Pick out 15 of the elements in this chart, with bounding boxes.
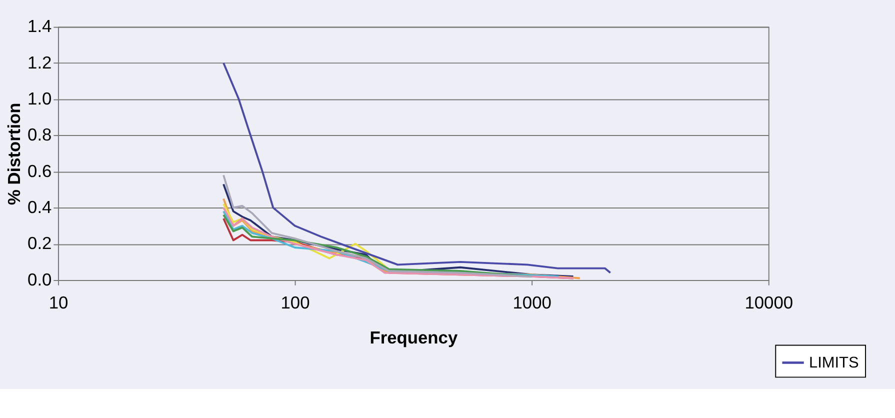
y-tick-label: 1.0: [28, 88, 52, 108]
y-tick-label: 1.2: [28, 52, 52, 72]
x-tick-label: 100: [280, 292, 310, 313]
legend-label: LIMITS: [808, 354, 859, 372]
x-axis-title: Frequency: [370, 327, 458, 348]
y-tick-label: 0.4: [28, 197, 52, 217]
y-tick-label: 0.0: [28, 269, 52, 290]
y-tick-label: 0.2: [28, 233, 52, 254]
y-tick-label: 0.6: [28, 160, 52, 181]
y-tick-label: 1.4: [28, 16, 52, 36]
y-axis-title: % Distortion: [4, 102, 24, 206]
y-tick-label: 0.8: [28, 124, 52, 145]
x-tick-label: 10: [48, 292, 68, 313]
x-tick-label: 1000: [512, 292, 552, 313]
x-tick-label: 10000: [744, 292, 794, 313]
